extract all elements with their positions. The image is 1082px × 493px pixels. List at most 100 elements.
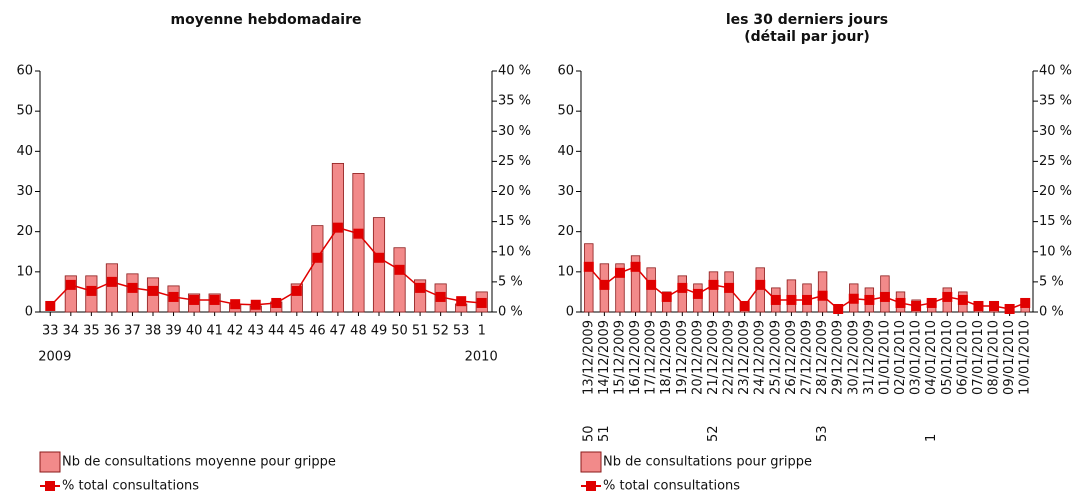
line-marker <box>942 291 953 302</box>
y2-tick-label: 5 % <box>498 274 523 289</box>
line-marker <box>209 294 220 305</box>
y-tick-label: 30 <box>557 184 574 199</box>
y2-tick-label: 25 % <box>498 154 531 169</box>
bar <box>646 267 656 313</box>
line-marker <box>168 291 179 302</box>
bar <box>393 247 406 313</box>
bar <box>414 279 427 313</box>
y2-tick-label: 30 % <box>498 124 531 139</box>
line-marker <box>374 252 384 263</box>
week-label: 1 <box>924 434 939 442</box>
line-marker <box>879 291 890 302</box>
x-tick-label: 1 <box>478 324 486 339</box>
y2-tick-label: 40 % <box>498 64 531 79</box>
line-marker <box>476 297 487 308</box>
y2-tick-label: 15 % <box>1039 214 1072 229</box>
x-tick-label: 02/01/2010 <box>893 320 908 395</box>
bar <box>584 243 594 313</box>
x-tick-label: 08/01/2010 <box>987 320 1002 395</box>
y-tick-label: 20 <box>557 224 574 239</box>
y2-tick-label: 10 % <box>1039 244 1072 259</box>
x-tick-label: 49 <box>371 324 388 339</box>
bar <box>708 271 719 313</box>
line-marker <box>127 282 138 293</box>
line-marker <box>677 282 688 293</box>
y-tick-label: 60 <box>557 64 574 79</box>
y2-tick-label: 0 % <box>498 305 523 320</box>
line-marker <box>926 297 937 308</box>
bar <box>290 283 303 313</box>
legend-swatch <box>580 451 602 473</box>
x-tick-label: 45 <box>289 324 306 339</box>
y-tick-label: 20 <box>16 224 33 239</box>
x-tick-label: 05/01/2010 <box>940 320 955 395</box>
x-tick-label: 01/01/2010 <box>877 320 892 395</box>
bar <box>372 217 386 313</box>
line-marker <box>911 300 922 311</box>
x-tick-label: 06/01/2010 <box>955 320 970 395</box>
line-marker <box>692 288 703 299</box>
y-tick-label: 0 <box>25 305 33 320</box>
x-tick-label: 10/01/2010 <box>1018 320 1033 395</box>
line-marker <box>415 282 426 293</box>
x-tick-label: 36 <box>104 324 121 339</box>
line-marker <box>848 293 859 304</box>
line-marker <box>646 279 657 290</box>
legend-marker <box>45 481 55 491</box>
x-tick-label: 41 <box>206 324 223 339</box>
x-tick-label: 35 <box>83 324 100 339</box>
line-marker <box>755 279 766 290</box>
week-label: 51 <box>597 425 612 442</box>
bar <box>126 273 139 313</box>
y-tick-label: 10 <box>16 264 33 279</box>
year-label: 2009 <box>38 350 71 365</box>
y2-tick-label: 20 % <box>498 184 531 199</box>
x-tick-label: 13/12/2009 <box>581 320 596 395</box>
x-tick-label: 04/01/2010 <box>924 320 939 395</box>
x-tick-label: 37 <box>124 324 141 339</box>
y2-tick-label: 40 % <box>1039 64 1072 79</box>
line-marker <box>614 267 625 278</box>
x-tick-label: 21/12/2009 <box>706 320 721 395</box>
line-marker <box>630 261 641 272</box>
line-marker <box>802 294 812 305</box>
line-marker <box>770 294 781 305</box>
x-tick-label: 43 <box>247 324 264 339</box>
legend-label: Nb de consultations moyenne pour grippe <box>62 455 336 470</box>
line-marker <box>106 276 117 287</box>
line-marker <box>957 294 968 305</box>
line-marker <box>271 297 282 308</box>
x-tick-label: 38 <box>145 324 162 339</box>
x-tick-label: 46 <box>309 324 326 339</box>
line-marker <box>435 291 446 302</box>
y-tick-label: 10 <box>557 264 574 279</box>
line-marker <box>312 252 323 263</box>
y2-tick-label: 30 % <box>1039 124 1072 139</box>
legend-swatch <box>39 451 61 473</box>
year-label: 2010 <box>465 350 498 365</box>
x-tick-label: 53 <box>453 324 470 339</box>
x-tick-label: 42 <box>227 324 244 339</box>
x-tick-label: 47 <box>330 324 347 339</box>
bar <box>630 255 641 313</box>
bar <box>352 173 365 313</box>
x-tick-label: 23/12/2009 <box>737 320 752 395</box>
line-marker <box>250 299 261 310</box>
x-tick-label: 16/12/2009 <box>628 320 643 395</box>
line-marker <box>394 264 405 275</box>
y-tick-label: 60 <box>16 64 33 79</box>
bar <box>662 291 672 313</box>
line-marker <box>148 285 158 296</box>
x-tick-label: 20/12/2009 <box>690 320 705 395</box>
x-tick-label: 22/12/2009 <box>722 320 737 395</box>
line-marker <box>708 279 719 290</box>
x-tick-label: 09/01/2010 <box>1002 320 1017 395</box>
y2-tick-label: 20 % <box>1039 184 1072 199</box>
line-marker <box>230 299 241 310</box>
line-marker <box>833 303 844 314</box>
y-tick-label: 0 <box>566 305 574 320</box>
line-marker <box>291 285 302 296</box>
legend-label: % total consultations <box>603 479 740 493</box>
x-tick-label: 25/12/2009 <box>768 320 783 395</box>
x-tick-label: 03/01/2010 <box>909 320 924 395</box>
